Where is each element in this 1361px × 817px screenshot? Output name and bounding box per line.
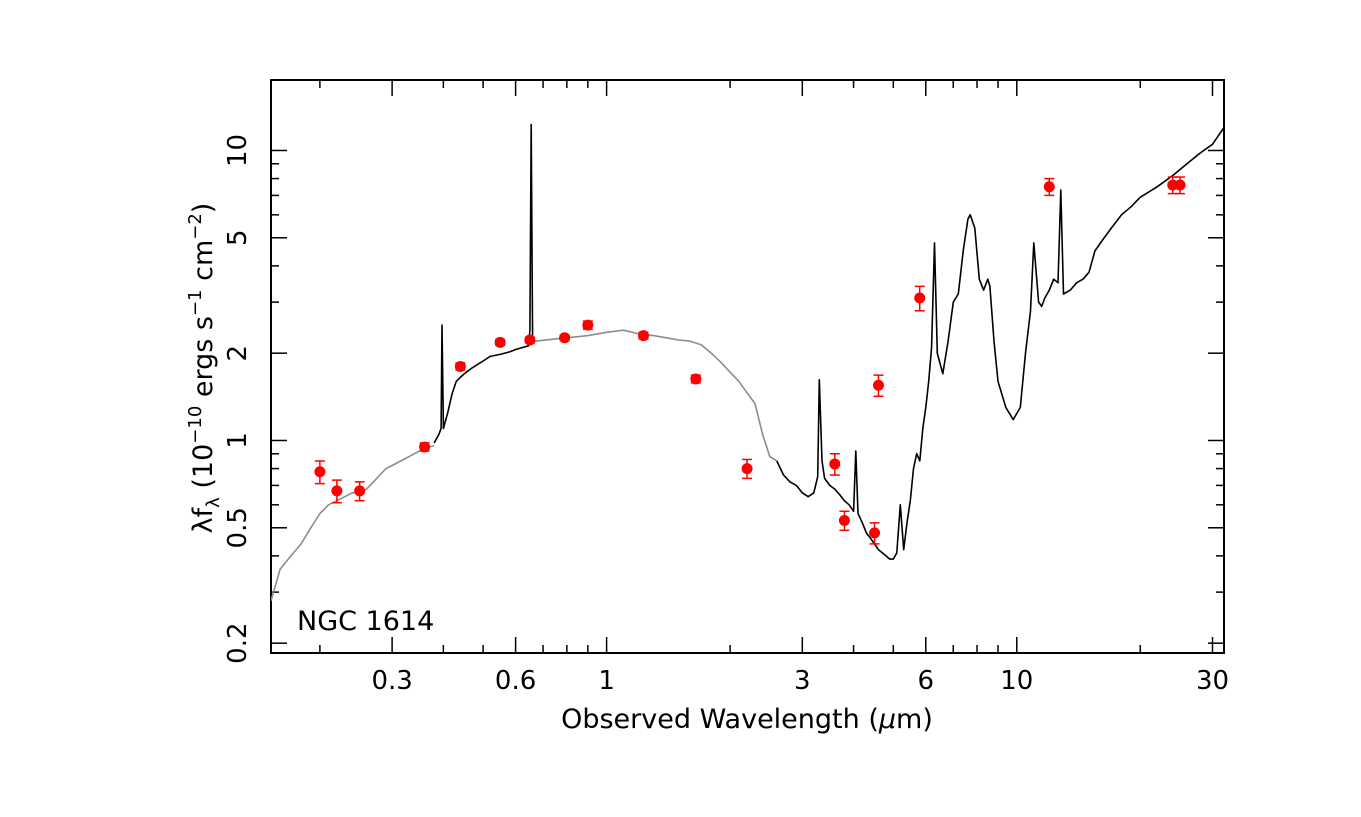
data-marker [690, 373, 702, 385]
y-tick-label: 0.2 [223, 623, 253, 664]
photometry-point [872, 374, 884, 398]
y-tick-label: 1 [223, 432, 253, 449]
photometry-point [559, 332, 571, 344]
tick-labels: 0.3 0.6 1 3 6 10 30 0.2 0.5 1 2 5 10 [223, 134, 1229, 696]
photometry-point [314, 460, 326, 485]
data-marker [582, 319, 594, 331]
plot-area [271, 123, 1224, 602]
photometry-point [829, 452, 841, 476]
data-marker [637, 330, 649, 342]
model-spectrum-line [535, 329, 778, 462]
photometry-point [690, 373, 702, 385]
data-marker [914, 292, 926, 304]
x-tick-label: 10 [1000, 666, 1033, 696]
data-marker [454, 360, 466, 372]
x-tick-label: 0.3 [371, 666, 412, 696]
x-tick-label: 3 [794, 666, 811, 696]
photometry-point [582, 319, 594, 331]
data-marker [1043, 181, 1055, 193]
data-marker [419, 441, 431, 453]
data-marker [559, 332, 571, 344]
photometry-point [1174, 176, 1186, 195]
axis-ticks [271, 80, 1224, 653]
data-marker [869, 527, 881, 539]
data-marker [741, 463, 753, 475]
object-label: NGC 1614 [297, 606, 434, 637]
x-tick-label: 6 [918, 666, 935, 696]
x-tick-label: 1 [598, 666, 615, 696]
photometry-point [1043, 177, 1055, 197]
y-tick-label: 2 [223, 345, 253, 362]
photometry-point [637, 330, 649, 342]
photometry-point [331, 479, 343, 504]
photometry-point [354, 481, 366, 502]
plot-frame [270, 79, 1225, 654]
y-axis-label: λfλ (10−10 ergs s−1 cm−2) [185, 203, 224, 534]
photometry-point [869, 522, 881, 545]
data-marker [829, 458, 841, 470]
photometry-point [838, 510, 850, 532]
observed-spectrum-line [776, 127, 1224, 560]
photometry-point [419, 441, 431, 453]
y-tick-label: 5 [223, 230, 253, 247]
x-axis-label: Observed Wavelength (μm) [561, 704, 933, 735]
y-tick-label: 0.5 [223, 507, 253, 548]
model-spectrum-line [271, 444, 435, 602]
photometry-point [454, 360, 466, 372]
photometry-point [524, 334, 536, 346]
x-tick-label: 30 [1196, 666, 1229, 696]
photometry-point [494, 336, 506, 348]
data-marker [838, 514, 850, 526]
x-tick-label: 0.6 [495, 666, 536, 696]
data-marker [872, 379, 884, 391]
y-tick-label: 10 [223, 134, 253, 167]
data-marker [524, 334, 536, 346]
data-marker [1174, 179, 1186, 191]
data-marker [314, 466, 326, 478]
spectrum-lines [271, 123, 1224, 602]
photometry-point [741, 458, 753, 480]
observed-spectrum-line [433, 123, 536, 444]
data-marker [494, 336, 506, 348]
data-marker [354, 485, 366, 497]
data-marker [331, 485, 343, 497]
photometry-point [914, 285, 926, 312]
